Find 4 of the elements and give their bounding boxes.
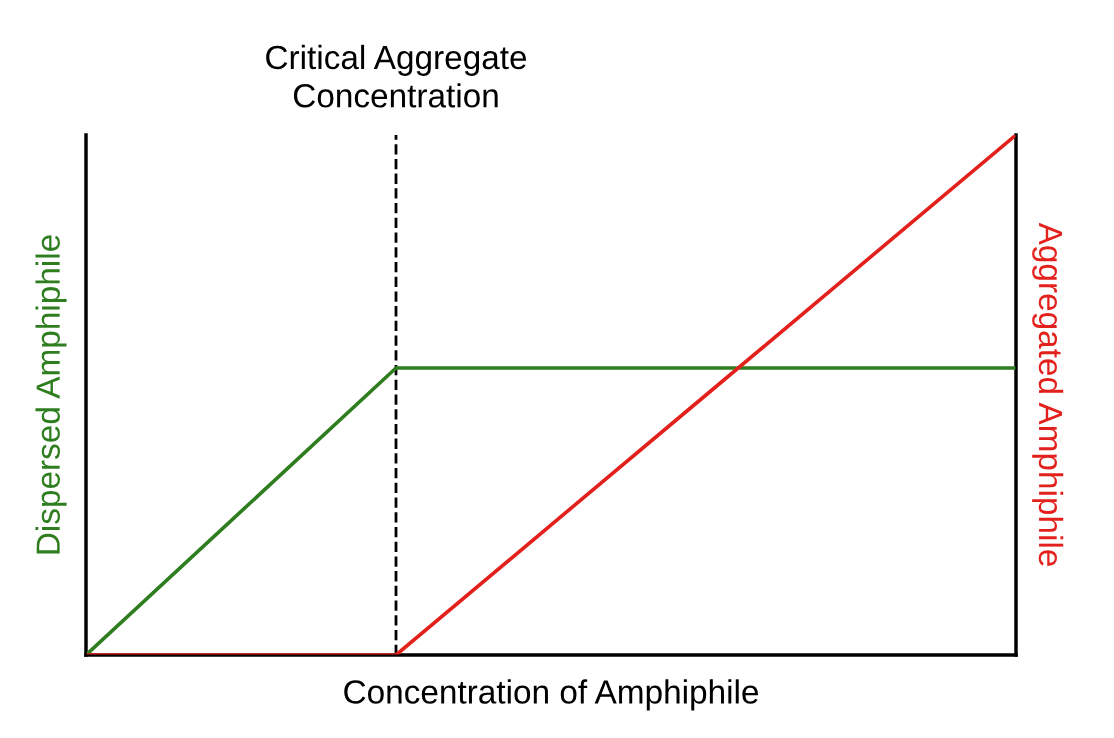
- text: Critical Aggregate Concentration: [266, 44, 527, 108]
- y2-axis-title: Aggregated Amphiphile: [1032, 222, 1064, 566]
- y-axis-title: Dispersed Amphiphile: [35, 235, 67, 554]
- x-axis-title: Concentration of Amphiphile: [344, 679, 758, 711]
